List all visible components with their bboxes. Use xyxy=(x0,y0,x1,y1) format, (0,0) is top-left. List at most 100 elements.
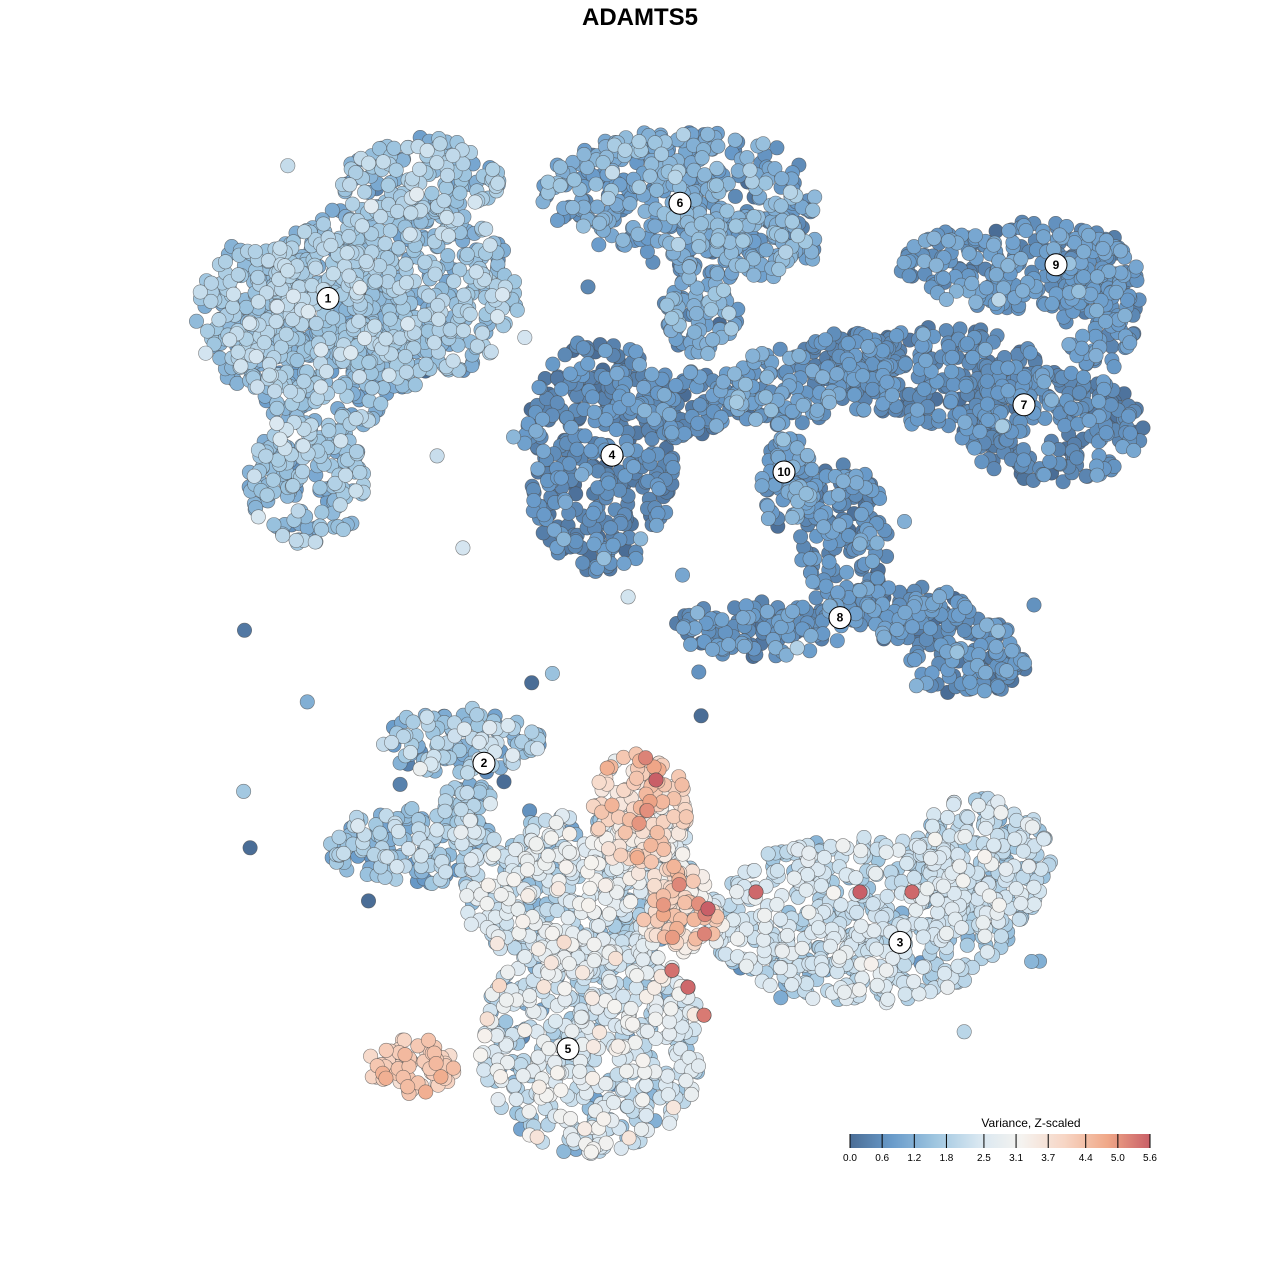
cell-point xyxy=(742,162,758,178)
cell-point xyxy=(869,535,885,551)
cell-point xyxy=(621,392,637,408)
cell-point xyxy=(218,254,234,270)
cell-point xyxy=(1076,369,1092,385)
cell-point xyxy=(427,266,443,282)
cell-point xyxy=(580,356,596,372)
cell-point xyxy=(250,269,266,285)
cell-point xyxy=(565,200,581,216)
cell-point xyxy=(544,665,560,681)
cell-point xyxy=(700,126,716,142)
cell-point xyxy=(986,237,1002,253)
cell-point xyxy=(926,230,942,246)
cell-point xyxy=(861,598,877,614)
cell-point xyxy=(736,638,752,654)
cell-point xyxy=(805,574,821,590)
cell-point xyxy=(795,397,811,413)
cell-point xyxy=(686,324,702,340)
cell-point xyxy=(230,267,246,283)
cell-point xyxy=(944,349,960,365)
cell-point xyxy=(728,218,744,234)
cell-point xyxy=(211,312,227,328)
cell-point xyxy=(1036,374,1052,390)
cell-point xyxy=(1061,337,1077,353)
cell-point xyxy=(1089,467,1105,483)
cell-point xyxy=(746,209,762,225)
cell-point xyxy=(782,184,798,200)
cell-point xyxy=(1000,258,1016,274)
cell-point xyxy=(757,175,773,191)
cell-point xyxy=(545,356,561,372)
cell-point xyxy=(710,138,726,154)
cell-point xyxy=(313,521,329,537)
cell-point xyxy=(382,311,398,327)
cell-point xyxy=(938,291,954,307)
cell-point xyxy=(896,513,912,529)
cell-point xyxy=(896,255,912,271)
cell-point xyxy=(626,459,642,475)
cell-point xyxy=(849,475,865,491)
cell-point xyxy=(314,504,330,520)
cell-point xyxy=(967,440,983,456)
cell-point xyxy=(721,637,737,653)
cell-point xyxy=(485,161,501,177)
cell-point xyxy=(633,531,649,547)
cell-point xyxy=(709,266,725,282)
cell-point xyxy=(1128,259,1144,275)
cell-point xyxy=(664,310,680,326)
cell-point xyxy=(430,297,446,313)
cell-point xyxy=(856,402,872,418)
cell-point xyxy=(945,377,961,393)
cell-point xyxy=(1024,953,1040,969)
cell-point xyxy=(1000,360,1016,376)
cell-point xyxy=(944,363,960,379)
cell-point xyxy=(442,322,458,338)
cell-point xyxy=(584,389,600,405)
cell-point xyxy=(739,150,755,166)
cell-point xyxy=(785,603,801,619)
cell-point xyxy=(791,348,807,364)
cell-point xyxy=(1044,296,1060,312)
cell-point xyxy=(793,529,809,545)
cell-point xyxy=(694,150,710,166)
cell-point xyxy=(790,228,806,244)
cell-point xyxy=(348,444,364,460)
cell-point xyxy=(569,441,585,457)
cell-point xyxy=(709,160,725,176)
cell-point xyxy=(296,224,312,240)
cell-point xyxy=(352,464,368,480)
cell-point xyxy=(256,335,272,351)
cell-point xyxy=(1071,385,1087,401)
cell-point xyxy=(1057,418,1073,434)
cell-point xyxy=(586,536,602,552)
cell-point xyxy=(931,408,947,424)
cell-point xyxy=(821,394,837,410)
cell-point xyxy=(536,507,552,523)
cell-point xyxy=(990,623,1006,639)
cell-point xyxy=(1013,251,1029,267)
cell-point xyxy=(1089,302,1105,318)
cell-point xyxy=(876,629,892,645)
cell-point xyxy=(576,147,592,163)
points-layer xyxy=(189,125,1151,1161)
cell-point xyxy=(908,678,924,694)
cell-point xyxy=(959,937,975,953)
cell-point xyxy=(1121,408,1137,424)
cell-point xyxy=(553,381,569,397)
cell-point xyxy=(430,735,446,751)
cell-point xyxy=(1016,452,1032,468)
cell-point xyxy=(664,425,680,441)
cell-point xyxy=(649,517,665,533)
cell-point xyxy=(360,893,376,909)
cell-point xyxy=(579,160,595,176)
cell-point xyxy=(938,323,954,339)
cell-point xyxy=(605,537,621,553)
cell-point xyxy=(478,221,494,237)
cell-point xyxy=(999,663,1015,679)
cell-point xyxy=(846,387,862,403)
cell-point xyxy=(474,325,490,341)
cell-point xyxy=(961,245,977,261)
cell-point xyxy=(290,503,306,519)
cell-point xyxy=(759,604,775,620)
cell-point xyxy=(659,297,675,313)
cell-point xyxy=(865,381,881,397)
